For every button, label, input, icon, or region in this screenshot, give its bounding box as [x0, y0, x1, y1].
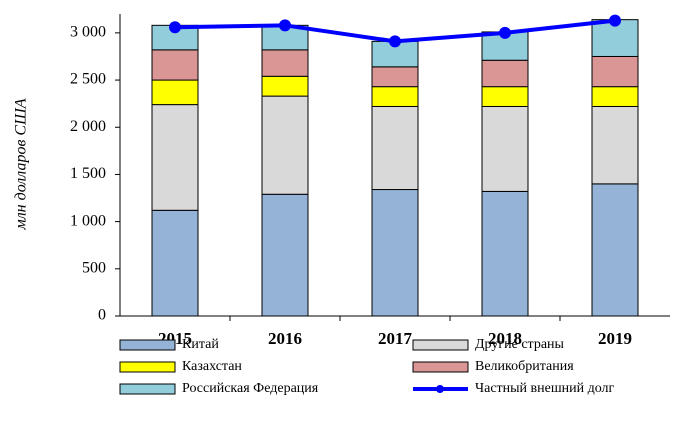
x-tick-label: 2017	[378, 329, 413, 348]
bar-segment	[591, 183, 639, 317]
bar-segment	[371, 86, 419, 107]
legend-marker	[436, 385, 444, 393]
bar-segment	[261, 95, 309, 195]
bar-segment	[591, 105, 639, 185]
y-tick-label: 2 000	[70, 118, 106, 135]
x-tick-label: 2016	[268, 329, 302, 348]
line-point	[169, 21, 181, 34]
legend-label: Казахстан	[182, 359, 242, 374]
legend-label: Китай	[182, 337, 219, 352]
legend-label: Российская Федерация	[182, 381, 319, 396]
bar-segment	[591, 19, 639, 57]
bar-segment	[371, 105, 419, 191]
legend-label: Частный внешний долг	[475, 381, 615, 396]
legend-label: Другие страны	[475, 337, 565, 352]
bar-segment	[371, 66, 419, 88]
line-point	[389, 35, 401, 48]
bar-segment	[151, 79, 199, 106]
bar-segment	[481, 190, 529, 317]
y-tick-label: 500	[82, 259, 106, 276]
y-tick-label: 1 000	[70, 212, 106, 229]
y-axis-label: млн долларов США	[13, 98, 30, 230]
bar-segment	[151, 209, 199, 317]
bar-segment	[481, 105, 529, 192]
bar-segment	[261, 49, 309, 77]
bar-segment	[481, 59, 529, 88]
legend-swatch	[412, 339, 469, 351]
x-tick-label: 2018	[488, 329, 522, 348]
bar-segment	[151, 104, 199, 211]
legend-swatch	[412, 361, 469, 373]
x-tick-label: 2019	[598, 329, 632, 348]
y-tick-label: 3 000	[70, 24, 106, 41]
bar-segment	[261, 193, 309, 317]
line-point	[499, 26, 511, 39]
legend-label: Великобритания	[475, 359, 574, 374]
bar-segment	[261, 75, 309, 97]
bar-segment	[151, 49, 199, 81]
bar-segment	[371, 189, 419, 317]
bar-segment	[591, 86, 639, 107]
y-tick-label: 2 500	[70, 71, 106, 88]
line-point	[279, 19, 291, 32]
legend-swatch	[119, 383, 176, 395]
bar-segment	[481, 86, 529, 107]
legend-swatch	[119, 339, 176, 351]
line-point	[609, 14, 621, 27]
y-tick-label: 1 500	[70, 165, 106, 182]
bar-segment	[591, 55, 639, 88]
legend-swatch	[119, 361, 176, 373]
y-tick-label: 0	[98, 307, 106, 324]
